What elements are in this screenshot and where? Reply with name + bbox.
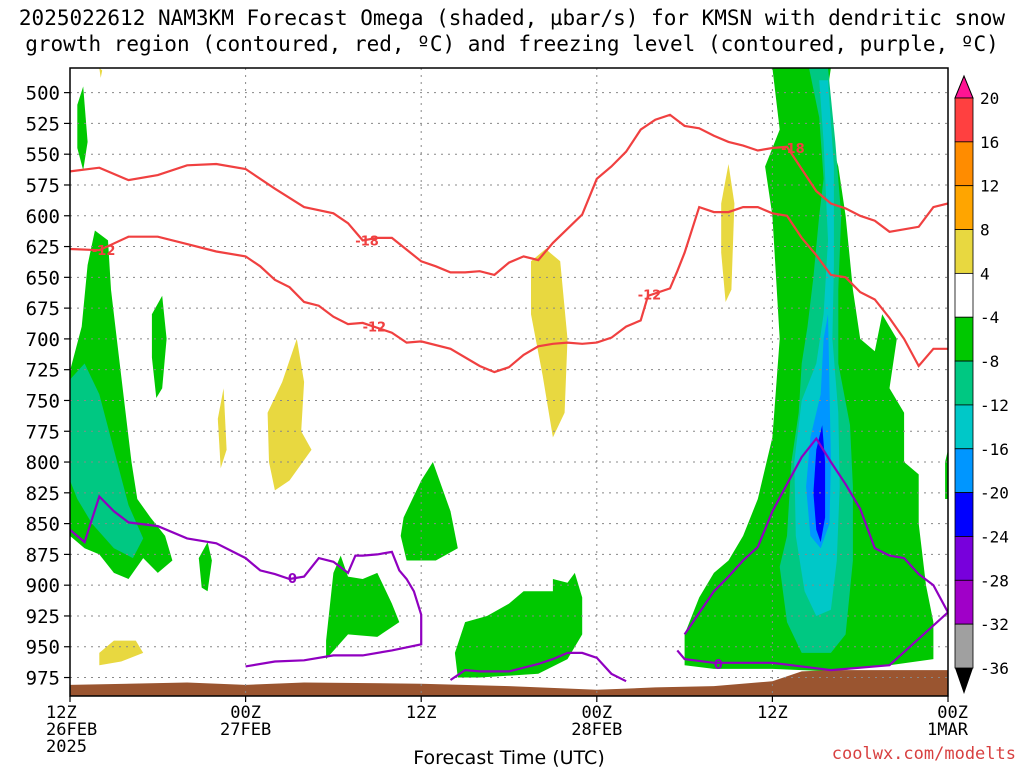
omega-shade-mid-2 [400, 462, 458, 561]
contour-label-zero-b: 0 [714, 658, 723, 673]
colorbar-swatch [954, 272, 974, 318]
y-tick-label: 900 [26, 575, 60, 597]
colorbar-label: -32 [980, 615, 1009, 634]
y-tick-label: 825 [26, 483, 60, 505]
y-tick-label: 550 [26, 144, 60, 166]
colorbar-label: -20 [980, 484, 1009, 503]
attribution-text: coolwx.com/modelts [831, 744, 1016, 764]
omega-shade-pos-5 [721, 164, 735, 302]
y-tick-label: 500 [26, 83, 60, 105]
omega-shade-pos-4 [531, 249, 568, 438]
colorbar-swatch [954, 360, 974, 406]
chart-title-line-1: 2025022612 NAM3KM Forecast Omega (shaded… [18, 6, 1006, 30]
y-tick-label: 675 [26, 298, 60, 320]
x-tick-label: 12Z [46, 703, 77, 723]
y-tick-label: 950 [26, 637, 60, 659]
contour-label-minus12-a: -12 [92, 244, 116, 259]
x-tick-label: 2025 [46, 737, 87, 757]
omega-shade-mid-1 [326, 555, 400, 660]
colorbar-label: -16 [980, 440, 1009, 459]
contour-label-minus12-c: -12 [638, 289, 662, 304]
contour-freezing_level_0C_c [676, 436, 948, 672]
contour-dgz_upper_minus18 [70, 113, 948, 277]
chart-title-line-2: growth region (contoured, red, ºC) and f… [25, 32, 999, 56]
omega-shade-pos-3 [267, 338, 312, 491]
x-tick-label: 28FEB [571, 720, 622, 740]
omega-shade-mid-3 [454, 572, 583, 678]
contour-freezing_level_0C_a [70, 494, 423, 668]
y-tick-label: 875 [26, 544, 60, 566]
y-tick-label: 525 [26, 113, 60, 135]
colorbar-swatch [954, 448, 974, 494]
plot-area: -18 -18 -12 -12 -12 0 0 [70, 68, 948, 696]
omega-shade-left-blob-2 [151, 295, 167, 398]
omega-shade-pos-6 [99, 68, 103, 78]
omega-shade-pos-2 [217, 388, 227, 469]
colorbar-label: 20 [980, 89, 999, 108]
y-tick-label: 625 [26, 237, 60, 259]
colorbar-label: -36 [980, 659, 1009, 678]
colorbar-swatch [954, 229, 974, 274]
colorbar-label: 8 [980, 221, 990, 240]
x-tick-label: 26FEB [46, 720, 97, 740]
contour-freezing_level_0C_b [449, 651, 627, 683]
omega-shade-right-max [813, 425, 826, 543]
contour-dgz_lower_minus12_left [70, 205, 948, 374]
y-tick-label: 750 [26, 390, 60, 412]
x-tick-label: 00Z [937, 703, 968, 723]
contour-label-minus18-a: -18 [355, 234, 379, 249]
contour-label-minus18-b: -18 [781, 142, 805, 157]
colorbar-label: -12 [980, 396, 1009, 415]
x-axis-title: Forecast Time (UTC) [413, 747, 604, 768]
contour-label-zero-a: 0 [288, 572, 297, 587]
contour-label-minus12-b: -12 [363, 321, 387, 336]
y-tick-label: 925 [26, 606, 60, 628]
y-tick-label: 800 [26, 452, 60, 474]
y-tick-label: 575 [26, 175, 60, 197]
colorbar-swatch [954, 623, 974, 669]
omega-shade-left-streak [77, 86, 88, 171]
y-tick-label: 850 [26, 514, 60, 536]
y-tick-label: 650 [26, 267, 60, 289]
terrain-fill [70, 670, 948, 696]
colorbar-label: -4 [980, 308, 999, 327]
colorbar-label: 4 [980, 264, 990, 283]
y-tick-label: 975 [26, 668, 60, 690]
colorbar-label: -8 [980, 352, 999, 371]
x-tick-label: 12Z [757, 703, 788, 723]
colorbar-swatch [954, 492, 974, 537]
x-tick-label: 00Z [581, 703, 612, 723]
x-tick-label: 1MAR [927, 720, 969, 740]
colorbar-swatch [954, 185, 974, 230]
y-tick-label: 600 [26, 206, 60, 228]
omega-shade-pos-1 [99, 640, 144, 666]
colorbar-label: 16 [980, 133, 999, 152]
colorbar-label: -24 [980, 528, 1009, 547]
colorbar-label: -28 [980, 571, 1009, 590]
omega-shade-left-blob-3 [198, 542, 212, 592]
x-tick-label: 27FEB [220, 720, 271, 740]
y-tick-label: 700 [26, 329, 60, 351]
y-tick-label: 725 [26, 360, 60, 382]
plot-frame [69, 67, 949, 697]
omega-shade-left-core [70, 363, 144, 559]
colorbar-swatch [954, 404, 974, 450]
colorbar-label: 12 [980, 177, 999, 196]
colorbar-top-arrow [954, 74, 974, 99]
colorbar-bottom-arrow [955, 668, 973, 694]
colorbar-swatch [954, 316, 974, 362]
colorbar-swatch [954, 536, 974, 581]
colorbar-swatch [954, 141, 974, 187]
x-tick-label: 00Z [230, 703, 261, 723]
x-tick-label: 12Z [406, 703, 437, 723]
y-tick-label: 775 [26, 421, 60, 443]
colorbar-swatch [954, 579, 974, 625]
colorbar-swatch [954, 97, 974, 143]
